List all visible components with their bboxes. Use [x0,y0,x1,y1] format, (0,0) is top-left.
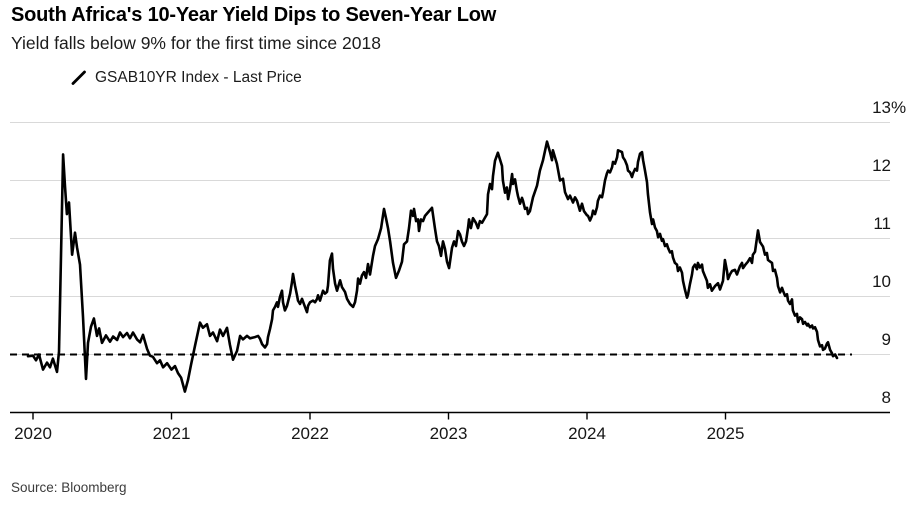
chart-title: South Africa's 10-Year Yield Dips to Sev… [11,4,497,26]
x-axis-tick-label: 2024 [568,424,606,443]
x-axis-tick-label: 2023 [429,424,468,443]
legend-label: GSAB10YR Index - Last Price [95,69,302,86]
x-axis-tick-label: 2020 [14,424,52,443]
y-axis-tick-label: 12 [872,155,891,175]
percent-unit-suffix: % [891,97,907,117]
x-axis-tick-label: 2022 [291,424,329,443]
chart-subtitle: Yield falls below 9% for the first time … [11,33,381,53]
y-axis-tick-label: 10 [872,271,891,291]
line-series-slash-icon [71,70,86,85]
x-axis-tick-label: 2025 [706,424,745,443]
y-axis-tick-label: 9 [881,329,891,349]
y-axis-tick-label: 13% [872,97,907,117]
y-axis-tick-label: 11 [873,213,891,233]
legend: GSAB10YR Index - Last Price [71,69,302,87]
source-label: Source: Bloomberg [11,480,127,495]
y-axis-tick-label: 8 [881,387,891,407]
yield-line-series [26,140,839,393]
x-axis-tick-label: 2021 [152,424,191,443]
